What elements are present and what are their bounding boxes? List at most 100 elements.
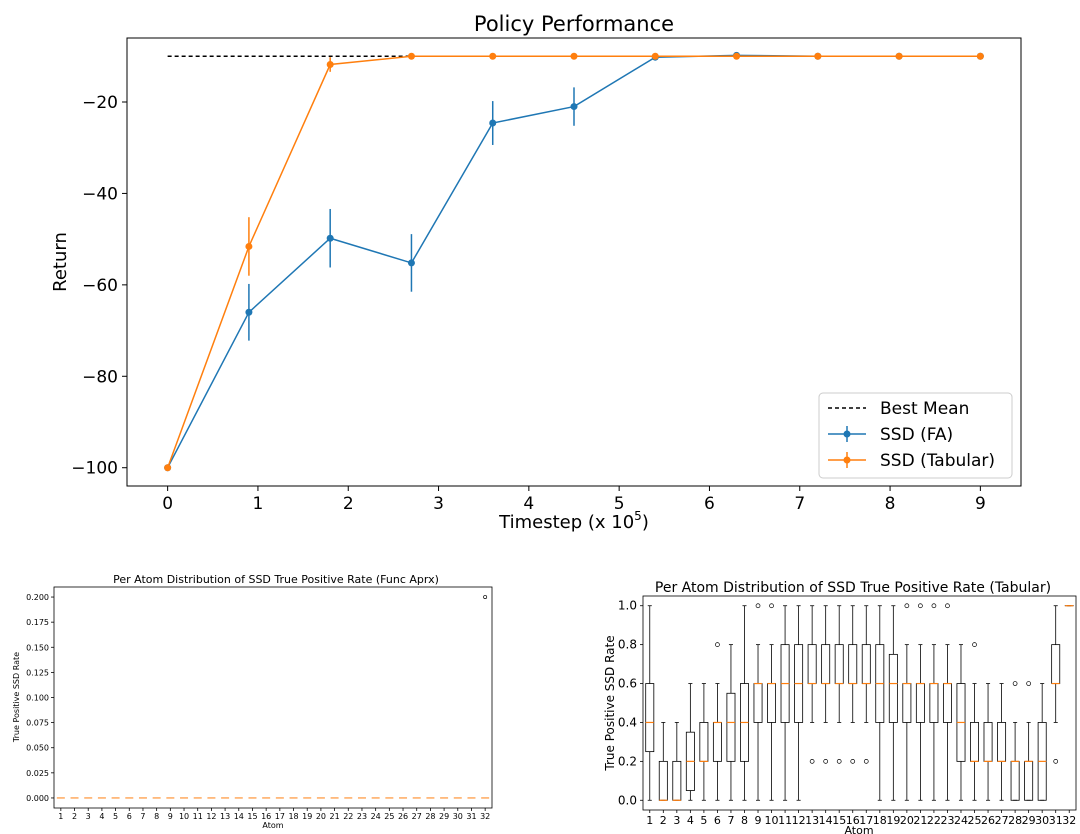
box2-box <box>970 722 979 762</box>
box2-x-tick-label: 24 <box>954 814 968 827</box>
box2-x-tick-label: 23 <box>940 814 954 827</box>
box2-x-tick-label: 5 <box>700 814 707 827</box>
box2-box <box>942 683 952 723</box>
box2-box <box>834 644 844 684</box>
box2-outlier <box>945 603 950 609</box>
box-chart-tabular-title: Per Atom Distribution of SSD True Positi… <box>655 580 1051 596</box>
box1-x-tick-label: 28 <box>425 812 435 821</box>
box1-x-tick-label: 20 <box>316 812 326 821</box>
box2-x-tick-label: 6 <box>714 814 721 827</box>
box-chart-func-aprx: Per Atom Distribution of SSD True Positi… <box>12 573 493 830</box>
box2-x-tick-label: 19 <box>886 814 900 827</box>
box1-x-tick-label: 2 <box>72 812 77 821</box>
box1-y-tick-label: 0.200 <box>26 593 49 602</box>
series-point-1 <box>326 61 334 69</box>
box2-x-tick-label: 2 <box>660 814 667 827</box>
series-point-0 <box>489 119 497 127</box>
box2-box <box>997 722 1007 762</box>
box2-outlier <box>1012 681 1018 686</box>
box-chart-func-aprx-plot: 0.000 0.025 0.050 0.075 0.100 0.125 0.150 0.175… <box>26 586 493 821</box>
box2-box <box>658 760 668 801</box>
box2-y-tick-label: 0.8 <box>618 638 637 652</box>
box2-box <box>821 644 831 684</box>
y-tick-label: −20 <box>82 93 118 113</box>
line-chart-xlabel-main: Timestep (x 10 <box>498 512 634 533</box>
box2-box <box>983 722 993 762</box>
y-tick-label: −60 <box>82 276 118 296</box>
box1-axes-frame <box>53 586 493 809</box>
x-tick-label: 1 <box>253 494 264 514</box>
box2-box <box>1024 760 1034 801</box>
box2-box <box>807 644 817 684</box>
box1-x-tick-label: 9 <box>168 812 173 821</box>
y-tick-label: −40 <box>82 184 118 204</box>
series-point-1 <box>489 52 497 60</box>
box2-x-tick-label: 27 <box>995 814 1009 827</box>
box1-x-tick-label: 13 <box>220 812 230 821</box>
box2-x-tick-label: 10 <box>765 814 779 827</box>
box1-x-tick-label: 19 <box>302 812 312 821</box>
box2-outlier <box>836 759 842 764</box>
box2-y-tick-label: 0.4 <box>618 715 637 729</box>
legend-fa-label: SSD (FA) <box>880 425 953 445</box>
box2-box <box>1051 644 1061 684</box>
line-chart-ylabel: Return <box>50 232 71 292</box>
y-tick-label: −80 <box>82 367 118 387</box>
series-point-1 <box>895 52 903 60</box>
box1-x-tick-label: 25 <box>384 812 394 821</box>
line-chart-axes-frame <box>126 37 1022 487</box>
series-point-1 <box>164 464 172 472</box>
box2-x-tick-label: 32 <box>1062 814 1076 827</box>
box1-x-tick-label: 6 <box>127 812 132 821</box>
box-chart-tabular-xlabel: Atom <box>844 824 873 834</box>
box-chart-func-aprx-title: Per Atom Distribution of SSD True Positi… <box>113 573 439 586</box>
box2-x-tick-label: 11 <box>778 814 792 827</box>
box1-y-tick-label: 0.150 <box>26 643 49 652</box>
box2-box <box>848 644 858 684</box>
box1-y-tick-label: 0.175 <box>26 618 49 627</box>
box2-box <box>888 653 898 723</box>
box2-x-tick-label: 21 <box>913 814 927 827</box>
series-point-0 <box>570 103 578 111</box>
box2-x-tick-label: 30 <box>1035 814 1049 827</box>
box2-box <box>861 644 871 684</box>
box1-y-tick-label: 0.000 <box>26 794 49 803</box>
x-tick-label: 3 <box>433 494 444 514</box>
box2-outlier <box>769 603 774 609</box>
box2-box <box>753 683 763 723</box>
series-point-1 <box>651 52 659 60</box>
line-chart-title: Policy Performance <box>474 12 674 36</box>
box1-x-tick-label: 27 <box>412 812 422 821</box>
line-chart: Policy Performance Return Timestep (x 10… <box>50 12 1022 533</box>
box2-x-tick-label: 7 <box>727 814 734 827</box>
box1-x-tick-label: 10 <box>179 812 189 821</box>
box2-y-tick-label: 0.2 <box>618 754 637 768</box>
box1-x-tick-label: 16 <box>261 812 271 821</box>
box2-outlier <box>918 603 923 609</box>
box1-x-tick-label: 11 <box>193 812 203 821</box>
box2-y-tick-label: 0.6 <box>618 677 637 691</box>
x-tick-label: 8 <box>885 494 896 514</box>
box2-x-tick-label: 31 <box>1049 814 1063 827</box>
box2-box <box>929 683 939 723</box>
box1-y-tick-label: 0.050 <box>26 744 49 753</box>
box1-y-tick-label: 0.025 <box>26 769 49 778</box>
box1-x-tick-label: 18 <box>288 812 298 821</box>
box1-y-tick-label: 0.075 <box>26 719 49 728</box>
box-chart-func-aprx-ylabel: True Positive SSD Rate <box>12 652 21 743</box>
box2-box <box>672 760 682 801</box>
box2-box <box>645 683 655 753</box>
box2-outlier <box>972 642 977 647</box>
box1-x-tick-label: 30 <box>453 812 463 821</box>
box2-x-tick-label: 16 <box>846 814 860 827</box>
box2-x-tick-label: 12 <box>792 814 806 827</box>
series-point-1 <box>570 52 578 60</box>
box2-y-tick-label: 1.0 <box>618 599 637 613</box>
line-chart-plot: 0 1 2 3 4 5 6 7 8 9 −20 −40 −60 −80 −100 <box>71 37 1022 514</box>
legend-best-mean-label: Best Mean <box>880 399 969 419</box>
box2-x-tick-label: 15 <box>832 814 846 827</box>
box1-x-tick-label: 8 <box>154 812 159 821</box>
line-chart-xlabel-close: ) <box>642 512 649 533</box>
box1-x-tick-label: 14 <box>234 812 244 821</box>
box2-outlier <box>809 759 815 764</box>
